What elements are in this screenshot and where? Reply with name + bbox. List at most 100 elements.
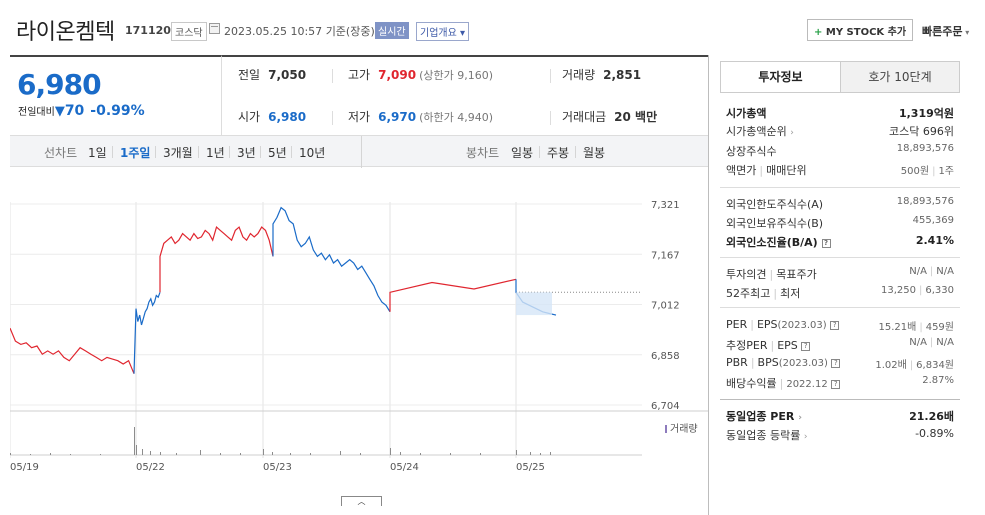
help-icon[interactable]: ? [831, 379, 841, 389]
realtime-badge[interactable]: 실시간 [375, 22, 409, 39]
price-series-line [133, 292, 161, 374]
separator: | [919, 322, 923, 333]
bps-value: 6,834원 [916, 360, 954, 371]
chart-period-tabs: 선차트 1일 1주일 3개월 1년 3년 5년 10년 봉차트 일봉 주봉 월봉 [10, 135, 708, 168]
candle-chart-label: 봉차트 [466, 146, 500, 160]
row-label: 액면가 | 매매단위 [726, 162, 807, 178]
separator: | [929, 266, 934, 277]
change-value: 70 [64, 103, 85, 119]
volume-bar [100, 454, 101, 455]
tab-1day[interactable]: 1일 [88, 146, 107, 160]
help-icon[interactable]: ? [830, 320, 840, 330]
tab-3years[interactable]: 3년 [237, 146, 256, 160]
stat-value: 6,970 [378, 110, 417, 124]
volume-bar [50, 453, 51, 455]
line-chart-label: 선차트 [44, 146, 78, 160]
tab-monthly[interactable]: 월봉 [583, 146, 606, 160]
quick-order-button[interactable]: 빠른주문 ▾ [922, 23, 969, 39]
row-value: 15.21배 | 459원 [879, 318, 955, 333]
stock-header: 라이온켐텍 171120 코스닥 2023.05.25 10:57 기준(장중)… [0, 0, 985, 55]
volume-bar [290, 453, 291, 455]
lower-limit: (하한가 4,940) [419, 111, 493, 124]
stat-value: 7,050 [268, 68, 307, 82]
volume-bar [390, 448, 391, 455]
y-tick-label: 7,012 [651, 301, 680, 312]
volume-legend-label: 거래량 [670, 424, 698, 435]
row-industry-rate[interactable]: 동일업종 등락률 › -0.89% [726, 427, 954, 445]
row-label: 투자의견 | 목표주가 [726, 266, 817, 282]
help-icon[interactable]: ? [801, 341, 811, 351]
tab-orderbook-10[interactable]: 호가 10단계 [841, 62, 959, 92]
volume-bar [263, 449, 264, 455]
price-chart: 7,321 7,167 7,012 6,858 6,704 05/19 05/22 05/23… [10, 168, 708, 498]
separator: | [932, 166, 936, 177]
tab-daily[interactable]: 일봉 [511, 146, 534, 160]
period-text: 2022.12 [786, 379, 828, 390]
stat-value: 20 백만 [614, 110, 658, 124]
row-market-cap-rank[interactable]: 시가총액순위 › 코스닥 696위 [726, 123, 954, 141]
info-tabbar: 투자정보 호가 10단계 [720, 61, 960, 93]
stat-label: 거래량 [562, 68, 596, 82]
volume-bar [160, 452, 161, 455]
opinion-section: 투자의견 | 목표주가 N/A | N/A 52주최고 | 최저 13,250 | 6,330 [720, 257, 960, 305]
row-value: 455,369 [912, 215, 954, 226]
tab-1year[interactable]: 1년 [206, 146, 225, 160]
est-eps-value: N/A [936, 337, 954, 348]
row-label: 외국인소진율(B/A) ? [726, 234, 831, 250]
row-foreign-hold: 외국인보유주식수(B) 455,369 [726, 215, 954, 233]
tab-investment-info[interactable]: 투자정보 [721, 62, 841, 92]
eps-value: 459원 [925, 322, 954, 333]
period-text: (2023.03) [777, 320, 827, 331]
separator: | [779, 377, 784, 390]
stat-label: 거래대금 [562, 110, 607, 124]
change-label: 전일대비 [18, 107, 55, 118]
company-overview-button[interactable]: 기업개요 ▾ [416, 22, 470, 41]
help-icon[interactable]: ? [831, 358, 841, 368]
volume-bar [550, 452, 551, 455]
pbr-label: PBR [726, 356, 748, 369]
row-52week: 52주최고 | 최저 13,250 | 6,330 [726, 285, 954, 303]
row-industry-per[interactable]: 동일업종 PER › 21.26배 [726, 408, 954, 426]
row-market-cap: 시가총액 1,319억원 [726, 105, 954, 123]
y-tick-label: 7,321 [651, 200, 680, 211]
volume-bar [540, 453, 541, 455]
row-est-per: 추정PER | EPS ? N/A | N/A [726, 337, 954, 355]
opinion-value: N/A [909, 266, 927, 277]
row-shares: 상장주식수 18,893,576 [726, 143, 954, 161]
tab-weekly[interactable]: 주봉 [547, 146, 570, 160]
volume-bar [220, 453, 221, 455]
volume-swatch [665, 425, 667, 433]
tab-5years[interactable]: 5년 [268, 146, 287, 160]
separator: | [909, 360, 914, 371]
row-foreign-limit: 외국인한도주식수(A) 18,893,576 [726, 196, 954, 214]
valuation-section: PER | EPS(2023.03) ? 15.21배 | 459원 추정PER | EPS … [720, 307, 960, 395]
est-per-label: 추정PER [726, 339, 768, 352]
row-opinion: 투자의견 | 목표주가 N/A | N/A [726, 266, 954, 284]
high-value: 13,250 [880, 285, 916, 296]
stat-label: 저가 [348, 110, 371, 124]
divider [539, 146, 540, 158]
separator: | [929, 337, 934, 348]
volume-bar [136, 445, 137, 455]
row-label: 상장주식수 [726, 145, 777, 158]
current-price-box: 6,980 전일대비▼70 -0.99% [10, 55, 221, 135]
row-value: 1,319억원 [898, 107, 954, 120]
help-icon[interactable]: ? [821, 238, 831, 248]
per-label: PER [726, 318, 748, 331]
tab-3months[interactable]: 3개월 [163, 146, 193, 160]
stat-value: 6,980 [268, 110, 307, 124]
stat-amount: 거래대금 20 백만 [562, 108, 657, 125]
separator: | [918, 285, 923, 296]
tab-10years[interactable]: 10년 [299, 146, 326, 160]
row-value: N/A | N/A [909, 266, 954, 277]
div-label: 배당수익률 [726, 377, 777, 390]
calendar-icon [209, 23, 220, 34]
collapse-chart-button[interactable]: ︿ [341, 496, 382, 506]
tab-1week[interactable]: 1주일 [120, 146, 151, 160]
add-mystock-button[interactable]: + MY STOCK 추가 [807, 19, 914, 41]
divider [550, 69, 551, 83]
volume-bar [530, 452, 531, 455]
x-tick-label: 05/22 [136, 462, 165, 473]
chevron-down-icon: ▾ [456, 28, 466, 39]
separator: | [750, 318, 754, 331]
